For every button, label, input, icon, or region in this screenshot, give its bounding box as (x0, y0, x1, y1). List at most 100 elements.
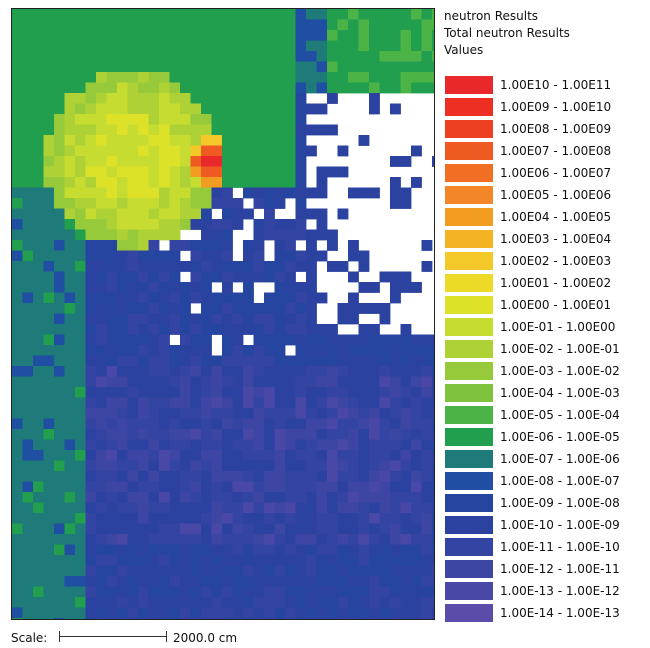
heatmap-cell (432, 607, 434, 619)
heatmap-cell (117, 460, 128, 472)
heatmap-cell (22, 387, 34, 398)
scale-value: 2000.0 cm (173, 631, 238, 645)
heatmap-cell (211, 502, 223, 514)
heatmap-cell (327, 72, 338, 83)
heatmap-cell (295, 187, 307, 199)
heatmap-cell (22, 471, 34, 482)
heatmap-cell (180, 145, 191, 157)
heatmap-cell (316, 345, 328, 356)
heatmap-cell (264, 513, 275, 524)
heatmap-cell (253, 418, 265, 430)
heatmap-cell (358, 345, 370, 356)
heatmap-cell (243, 345, 254, 356)
heatmap-cell (169, 240, 181, 251)
heatmap-cell (211, 471, 223, 482)
heatmap-cell (22, 250, 34, 262)
heatmap-cell (148, 124, 160, 136)
heatmap-cell (22, 355, 34, 367)
heatmap-cell (201, 292, 212, 304)
legend-swatch (445, 560, 493, 578)
heatmap-cell (54, 397, 65, 409)
heatmap-cell (232, 313, 244, 325)
heatmap-cell (232, 460, 244, 472)
heatmap-cell (22, 114, 34, 125)
heatmap-cell (159, 229, 170, 241)
heatmap-cell (222, 408, 233, 419)
heatmap-cell (327, 450, 338, 461)
heatmap-cell (22, 282, 34, 293)
heatmap-cell (285, 408, 296, 419)
heatmap-cell (43, 19, 55, 31)
heatmap-cell (169, 513, 181, 524)
heatmap-cell (159, 250, 170, 262)
heatmap-cell (33, 145, 44, 157)
heatmap-cell (85, 586, 97, 598)
heatmap-cell (348, 534, 359, 545)
heatmap-cell (33, 166, 44, 178)
heatmap-cell (264, 187, 275, 199)
heatmap-cell (106, 271, 118, 283)
heatmap-cell (54, 219, 65, 230)
heatmap-cell (232, 387, 244, 398)
heatmap-cell (43, 114, 55, 125)
heatmap-cell (232, 9, 244, 20)
heatmap-cell (180, 61, 191, 73)
heatmap-cell (211, 240, 223, 251)
legend-item: 1.00E-01 - 1.00E00 (445, 316, 620, 338)
heatmap-cell (96, 607, 107, 619)
heatmap-cell (96, 523, 107, 535)
heatmap-cell (369, 30, 380, 41)
heatmap-cell (117, 72, 128, 83)
heatmap-cell (327, 334, 338, 346)
heatmap-cell (400, 492, 412, 503)
heatmap-cell (411, 145, 422, 157)
heatmap-cell (369, 366, 380, 377)
heatmap-cell (64, 261, 76, 272)
heatmap-cell (22, 271, 34, 283)
heatmap-cell (159, 219, 170, 230)
heatmap-cell (43, 303, 55, 314)
heatmap-cell (253, 481, 265, 493)
heatmap-cell (411, 72, 422, 83)
heatmap-cell (169, 187, 181, 199)
heatmap-cell (285, 177, 296, 188)
heatmap-cell (75, 376, 86, 388)
heatmap-cell (316, 408, 328, 419)
heatmap-cell (148, 565, 160, 577)
heatmap-cell (306, 240, 317, 251)
heatmap-cell (348, 292, 359, 304)
heatmap-cell (243, 460, 254, 472)
heatmap-cell (201, 9, 212, 20)
heatmap-cell (43, 544, 55, 556)
heatmap-cell (253, 376, 265, 388)
heatmap-cell (211, 534, 223, 545)
heatmap-cell (138, 534, 149, 545)
heatmap-cell (421, 240, 433, 251)
heatmap-cell (264, 51, 275, 62)
heatmap-cell (117, 418, 128, 430)
heatmap-cell (337, 523, 349, 535)
heatmap-cell (138, 408, 149, 419)
heatmap-cell (159, 135, 170, 146)
heatmap-cell (148, 324, 160, 335)
heatmap-cell (180, 103, 191, 115)
heatmap-cell (106, 19, 118, 31)
heatmap-cell (64, 555, 76, 566)
heatmap-cell (169, 219, 181, 230)
heatmap-cell (222, 502, 233, 514)
heatmap-cell (274, 198, 286, 209)
heatmap-cell (432, 450, 434, 461)
heatmap-cell (201, 61, 212, 73)
heatmap-cell (22, 544, 34, 556)
heatmap-cell (180, 471, 191, 482)
heatmap-cell (285, 166, 296, 178)
heatmap-cell (148, 250, 160, 262)
heatmap-cell (295, 303, 307, 314)
heatmap-cell (54, 366, 65, 377)
heatmap-cell (421, 471, 433, 482)
heatmap-cell (232, 145, 244, 157)
heatmap-cell (295, 334, 307, 346)
heatmap-cell (190, 597, 202, 608)
heatmap-cell (117, 229, 128, 241)
heatmap-cell (411, 439, 422, 451)
